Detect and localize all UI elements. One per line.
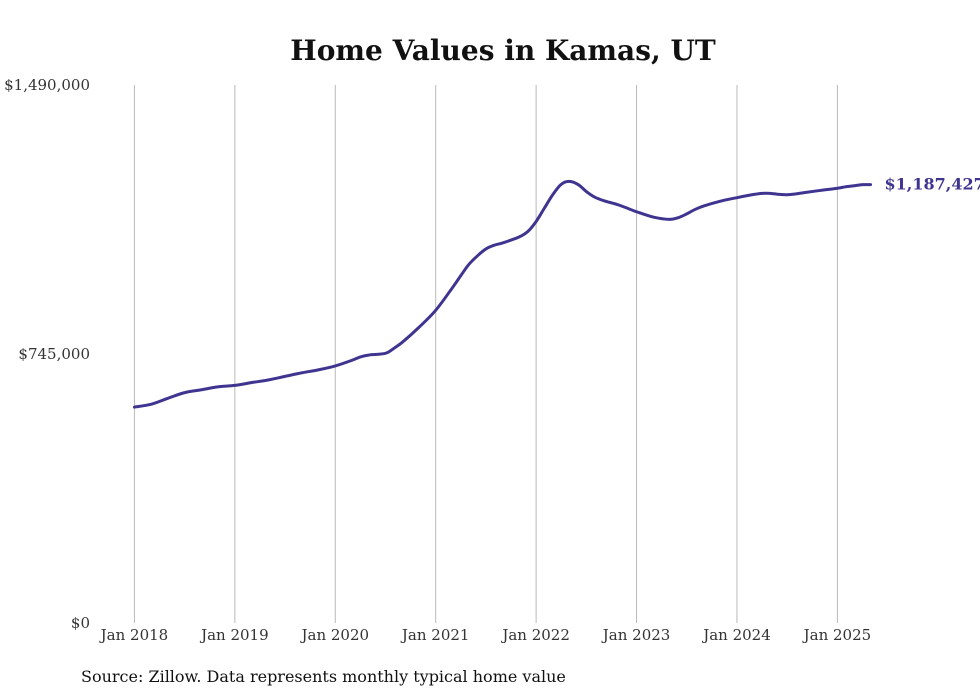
x-tick-label: Jan 2022 [500, 626, 570, 644]
data-point-25 [485, 248, 488, 251]
x-tick-label: Jan 2023 [601, 626, 671, 644]
data-point-40 [635, 210, 638, 213]
data-point-59 [853, 184, 856, 187]
data-point-27 [502, 241, 505, 244]
x-tick-label: Jan 2019 [199, 626, 269, 644]
series-layer [132, 179, 873, 409]
x-tick-label: Jan 2020 [299, 626, 369, 644]
data-point-56 [819, 189, 822, 192]
end-label-layer: $1,187,427 [885, 175, 980, 194]
data-point-50 [761, 192, 764, 195]
x-axis-tick-labels: Jan 2018 Jan 2019 Jan 2020 Jan 2021 Jan 2022… [99, 626, 872, 644]
data-point-3 [183, 391, 186, 394]
y-tick-label: $745,000 [18, 345, 90, 363]
end-value-label: $1,187,427 [885, 175, 980, 194]
series-line-0 [132, 179, 873, 409]
data-point-43 [677, 216, 680, 219]
data-point-17 [392, 347, 395, 350]
data-point-60 [861, 183, 864, 186]
data-point-53 [786, 193, 789, 196]
data-point-2 [166, 397, 169, 400]
data-point-0 [133, 406, 136, 409]
data-point-28 [518, 236, 521, 239]
data-point-7 [251, 381, 254, 384]
data-point-12 [334, 365, 337, 368]
data-point-57 [836, 187, 839, 190]
data-point-45 [693, 208, 696, 211]
data-point-31 [543, 207, 546, 210]
data-point-49 [753, 193, 756, 196]
data-point-16 [384, 352, 387, 355]
data-point-30 [535, 220, 538, 223]
data-point-15 [367, 354, 370, 357]
data-point-51 [769, 192, 772, 195]
data-point-21 [451, 286, 454, 289]
data-point-4 [200, 388, 203, 391]
data-point-55 [803, 191, 806, 194]
data-point-9 [284, 375, 287, 378]
x-tick-label: Jan 2024 [701, 626, 771, 644]
data-point-38 [602, 199, 605, 202]
data-point-35 [577, 183, 580, 186]
data-point-61 [869, 183, 872, 186]
data-point-13 [351, 359, 354, 362]
data-point-39 [618, 204, 621, 207]
data-point-37 [593, 196, 596, 199]
data-point-32 [552, 193, 555, 196]
data-point-44 [685, 213, 688, 216]
data-point-5 [216, 385, 219, 388]
y-tick-label: $0 [71, 614, 90, 632]
data-point-1 [150, 403, 153, 406]
vertical-gridlines [133, 85, 838, 623]
data-point-34 [568, 180, 571, 183]
data-point-48 [736, 196, 739, 199]
chart-title: Home Values in Kamas, UT [290, 34, 716, 67]
data-point-58 [844, 185, 847, 188]
x-tick-label: Jan 2025 [802, 626, 872, 644]
data-point-54 [794, 193, 797, 196]
data-point-14 [359, 355, 362, 358]
data-point-33 [560, 183, 563, 186]
x-tick-label: Jan 2018 [99, 626, 169, 644]
data-point-52 [778, 193, 781, 196]
data-point-26 [493, 244, 496, 247]
data-point-46 [702, 205, 705, 208]
data-point-41 [652, 216, 655, 219]
data-point-8 [267, 379, 270, 382]
data-point-19 [417, 326, 420, 329]
data-point-18 [401, 341, 404, 344]
data-point-10 [301, 371, 304, 374]
data-point-42 [668, 218, 671, 221]
data-point-23 [467, 263, 470, 266]
y-tick-label: $1,490,000 [4, 76, 90, 94]
data-point-22 [459, 274, 462, 277]
data-point-47 [719, 200, 722, 203]
data-point-11 [317, 368, 320, 371]
data-point-20 [434, 309, 437, 312]
source-note: Source: Zillow. Data represents monthly … [81, 667, 566, 686]
y-axis-tick-labels: $0 $745,000 $1,490,000 [4, 76, 90, 632]
x-tick-label: Jan 2021 [400, 626, 470, 644]
data-point-29 [527, 230, 530, 233]
data-point-24 [476, 254, 479, 257]
data-point-36 [585, 190, 588, 193]
data-point-6 [233, 384, 236, 387]
